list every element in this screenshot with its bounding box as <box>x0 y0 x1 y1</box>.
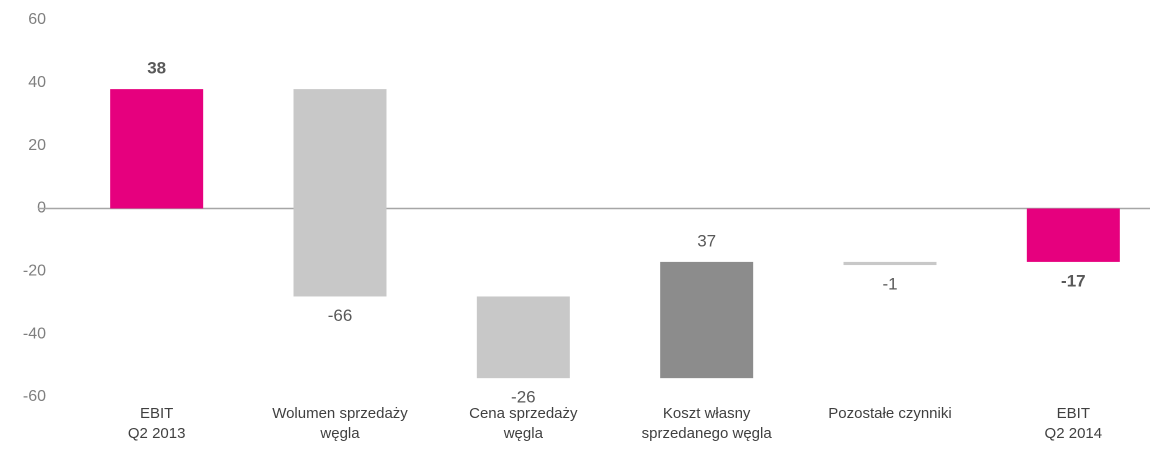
bar <box>843 261 937 266</box>
x-tick-label: węgla <box>503 425 544 442</box>
value-label: 38 <box>147 59 166 78</box>
bar <box>660 261 754 379</box>
x-tick-label: Wolumen sprzedaży <box>272 405 408 422</box>
value-label: 37 <box>697 231 716 250</box>
bar <box>476 296 570 379</box>
x-tick-label: Cena sprzedaży <box>469 405 578 422</box>
value-label: -1 <box>882 275 897 294</box>
y-tick-label: 20 <box>28 137 46 154</box>
bar <box>110 89 204 209</box>
x-tick-label: sprzedanego węgla <box>642 425 773 442</box>
bar <box>1026 208 1120 262</box>
y-tick-label: 60 <box>28 11 46 28</box>
x-tick-label: Koszt własny <box>663 405 751 422</box>
value-label: -17 <box>1061 271 1086 290</box>
x-tick-label: EBIT <box>1057 405 1090 422</box>
x-tick-label: Pozostałe czynniki <box>828 405 951 422</box>
x-tick-label: Q2 2014 <box>1045 425 1103 442</box>
x-tick-label: Q2 2013 <box>128 425 186 442</box>
y-tick-label: -60 <box>23 388 46 405</box>
y-tick-label: 40 <box>28 74 46 91</box>
value-label: -66 <box>328 306 353 325</box>
y-tick-label: -40 <box>23 325 46 342</box>
bar <box>293 89 387 297</box>
y-tick-label: -20 <box>23 263 46 280</box>
x-tick-label: EBIT <box>140 405 173 422</box>
value-label: -26 <box>511 388 536 407</box>
x-tick-label: węgla <box>319 425 360 442</box>
